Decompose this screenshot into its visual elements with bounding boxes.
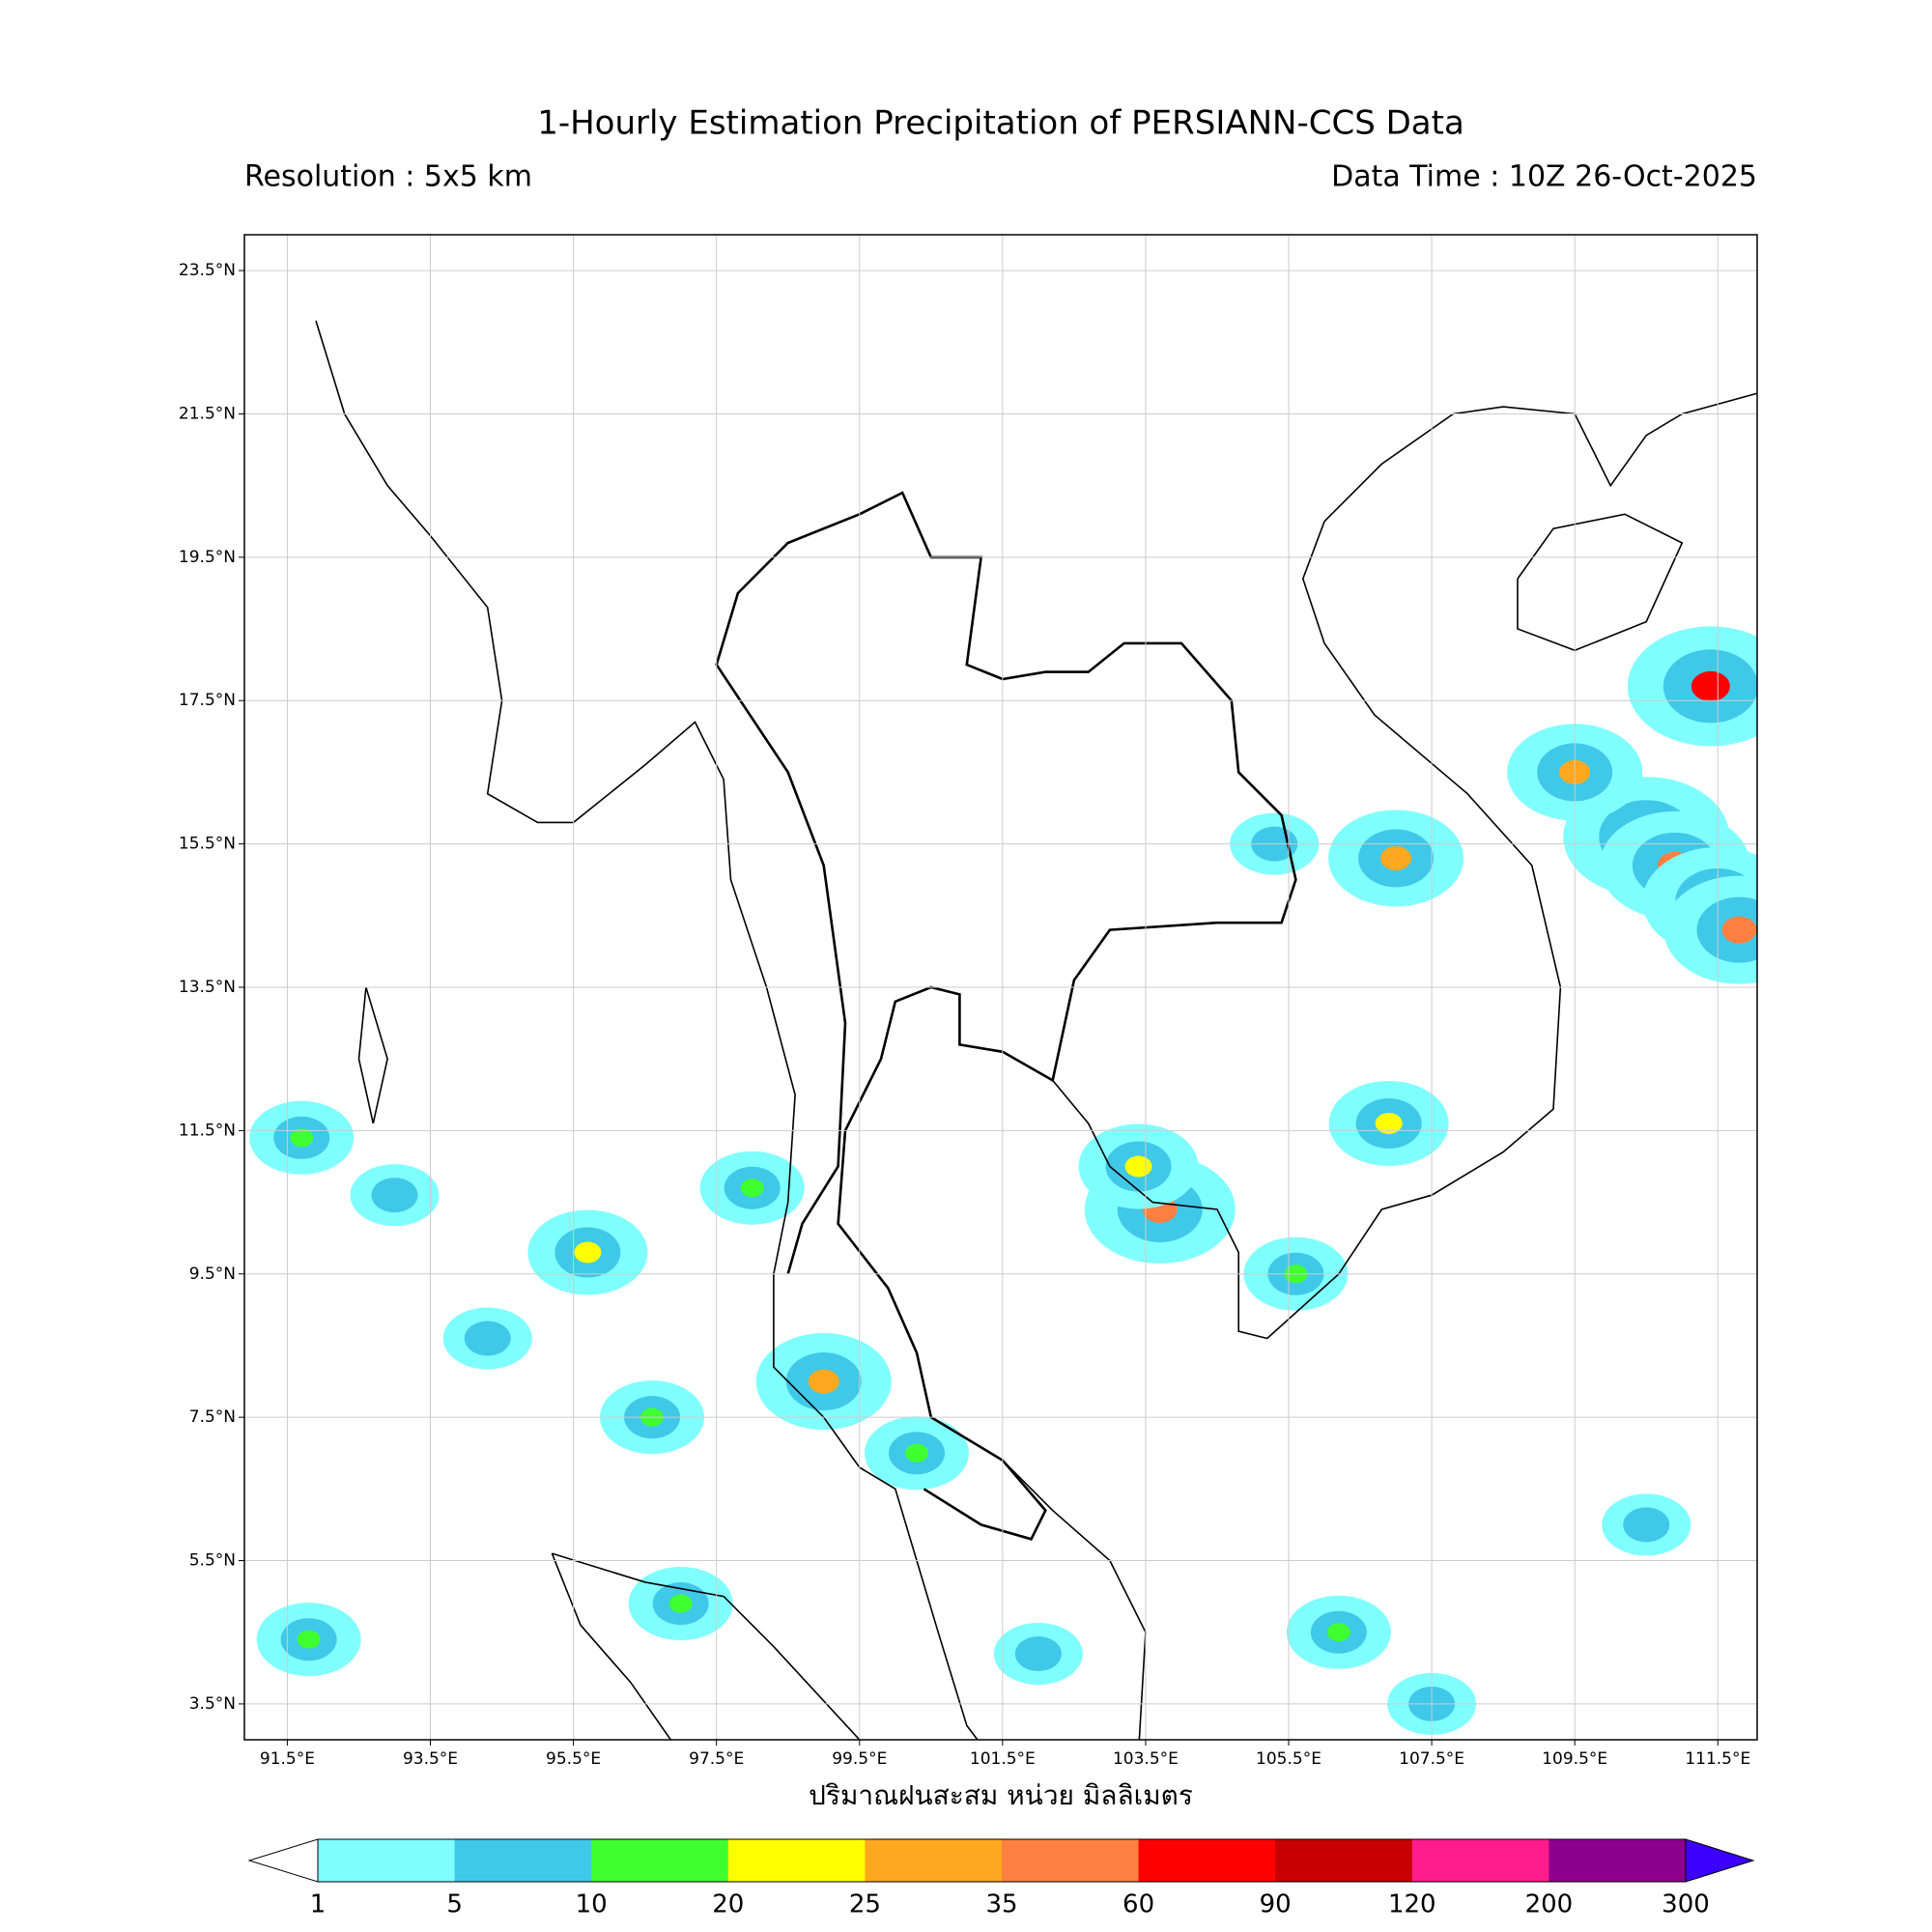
colorbar: 1 5 10 20 25 35 60 90 120 200 300: [247, 1838, 1755, 1919]
coastline: [552, 1552, 862, 1740]
x-tick-label: 103.5°E: [1113, 1749, 1179, 1769]
coastline: [357, 986, 388, 1124]
colorbar-swatch: [591, 1839, 729, 1882]
rain-cell: [1636, 1517, 1657, 1533]
colorbar-swatch: [727, 1839, 866, 1882]
colorbar-swatch: [1411, 1839, 1549, 1882]
colorbar-swatch: [318, 1839, 456, 1882]
y-tick-label: 17.5°N: [179, 691, 236, 710]
rain-cell: [905, 1443, 928, 1463]
map-frame: [243, 234, 1758, 1741]
rain-cell: [1690, 670, 1730, 701]
x-tick-label: 105.5°E: [1256, 1749, 1321, 1769]
rain-cell: [290, 1128, 314, 1148]
x-tick-label: 111.5°E: [1685, 1749, 1750, 1769]
rain-cell: [1326, 1623, 1350, 1642]
colorbar-frame: [317, 1838, 1687, 1883]
coastline: [315, 320, 979, 1740]
rain-cell: [574, 1241, 602, 1264]
colorbar-swatch: [1275, 1839, 1413, 1882]
colorbar-under: [247, 1838, 319, 1883]
title: 1-Hourly Estimation Precipitation of PER…: [537, 104, 1464, 143]
y-tick-label: 19.5°N: [179, 548, 236, 567]
colorbar-tick-label: 10: [576, 1890, 608, 1919]
colorbar-swatch: [1002, 1839, 1140, 1882]
rain-cell: [808, 1369, 839, 1394]
colorbar-swatch: [865, 1839, 1003, 1882]
x-tick-label: 101.5°E: [970, 1749, 1036, 1769]
colorbar-tick-label: 300: [1662, 1890, 1710, 1919]
y-tick-label: 23.5°N: [179, 261, 236, 280]
rain-cell: [668, 1594, 693, 1613]
colorbar-tick-label: 1: [310, 1890, 327, 1919]
colorbar-tick-label: 120: [1388, 1890, 1436, 1919]
coastline: [551, 1552, 672, 1740]
rain-cell: [297, 1630, 321, 1649]
x-tick-label: 93.5°E: [403, 1749, 458, 1769]
x-tick-label: 97.5°E: [689, 1749, 744, 1769]
colorbar-tick-label: 5: [446, 1890, 463, 1919]
colorbar-tick-label: 200: [1525, 1890, 1574, 1919]
colorbar-swatch: [1548, 1839, 1687, 1882]
colorbar-swatch: [454, 1839, 592, 1882]
rain-cell: [477, 1330, 497, 1347]
x-tick-label: 91.5°E: [260, 1749, 315, 1769]
colorbar-over: [1685, 1838, 1755, 1883]
colorbar-tick-label: 20: [712, 1890, 744, 1919]
x-tick-label: 99.5°E: [832, 1749, 887, 1769]
map-content: [244, 235, 1757, 1740]
colorbar-label: ปริมาณฝนสะสม หน่วย มิลลิเมตร: [809, 1779, 1193, 1811]
y-tick-label: 9.5°N: [189, 1264, 236, 1284]
x-tick-label: 95.5°E: [546, 1749, 601, 1769]
x-tick-label: 107.5°E: [1399, 1749, 1464, 1769]
rain-cell: [1124, 1155, 1152, 1178]
y-tick-label: 15.5°N: [179, 835, 236, 854]
map: 91.5°E 93.5°E 95.5°E 97.5°E 99.5°E 101.5°E 103…: [179, 234, 1758, 1769]
rain-cell: [740, 1179, 764, 1198]
colorbar-tick-label: 35: [985, 1890, 1017, 1919]
coastline: [1517, 513, 1684, 652]
y-tick-label: 11.5°N: [179, 1121, 236, 1140]
y-tick-label: 3.5°N: [189, 1694, 236, 1714]
rain-cell: [1380, 845, 1412, 870]
x-tick-label: 109.5°E: [1542, 1749, 1607, 1769]
rain-cell: [1375, 1112, 1403, 1134]
colorbar-tick-label: 90: [1260, 1890, 1292, 1919]
rain-cell: [1721, 916, 1757, 944]
colorbar-swatch: [1138, 1839, 1276, 1882]
y-tick-label: 21.5°N: [179, 404, 236, 423]
data-time: Data Time : 10Z 26-Oct-2025: [1331, 160, 1757, 194]
y-tick-label: 7.5°N: [189, 1407, 236, 1427]
rain-cell: [384, 1187, 405, 1204]
colorbar-tick-label: 25: [849, 1890, 881, 1919]
colorbar-tick-label: 60: [1122, 1890, 1154, 1919]
rain-cell: [1028, 1645, 1048, 1662]
y-tick-label: 13.5°N: [179, 978, 236, 997]
y-tick-label: 5.5°N: [189, 1551, 236, 1571]
resolution: Resolution : 5x5 km: [244, 160, 532, 194]
